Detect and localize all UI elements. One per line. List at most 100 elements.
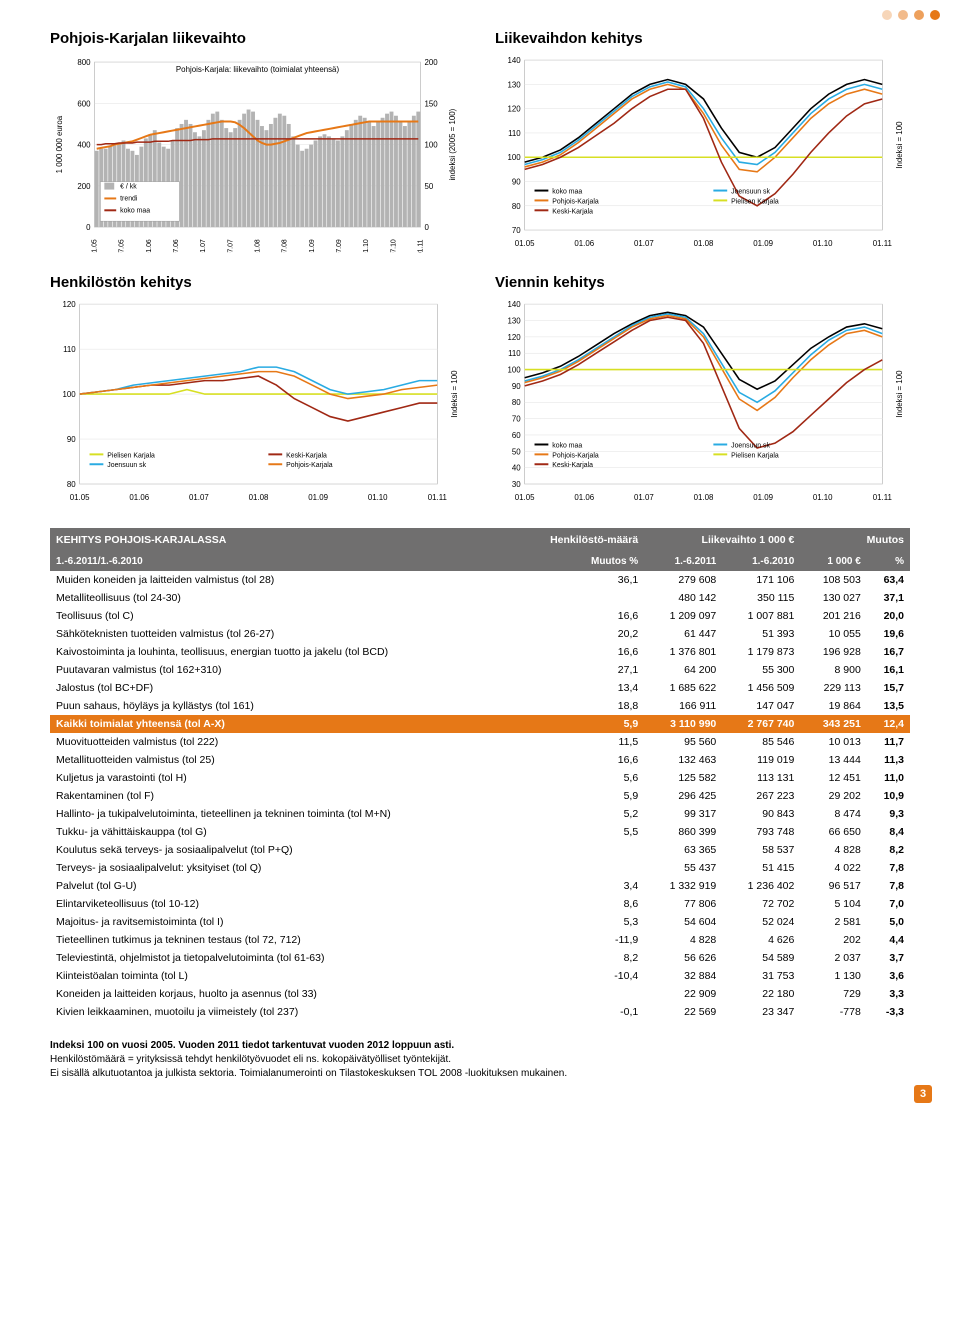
- svg-text:01.11: 01.11: [418, 239, 425, 253]
- note-1: Indeksi 100 on vuosi 2005. Vuoden 2011 t…: [50, 1040, 454, 1051]
- table-row: Kuljetus ja varastointi (tol H)5,6125 58…: [50, 769, 910, 787]
- chart4-svg: 3040506070809010011012013014001.0501.060…: [495, 297, 910, 507]
- chart-liikevaihto: Pohjois-Karjalan liikevaihto 02004006008…: [50, 30, 465, 256]
- charts-row-2: Henkilöstön kehitys 809010011012001.0501…: [50, 274, 910, 510]
- svg-text:01.09: 01.09: [753, 239, 773, 248]
- svg-text:Joensuun sk: Joensuun sk: [107, 462, 146, 469]
- svg-text:Pohjois-Karjala: Pohjois-Karjala: [552, 198, 599, 205]
- decorative-dots: [882, 10, 940, 20]
- svg-text:0: 0: [424, 223, 429, 232]
- svg-text:90: 90: [512, 382, 521, 391]
- svg-text:01.05: 01.05: [91, 239, 98, 253]
- table-row: Televiestintä, ohjelmistot ja tietopalve…: [50, 949, 910, 967]
- svg-text:100: 100: [424, 141, 438, 150]
- chart1-svg: 0200400600800050100150200Pohjois-Karjala…: [50, 53, 465, 253]
- chart3-svg: 809010011012001.0501.0601.0701.0801.0901…: [50, 297, 465, 507]
- svg-text:Joensuun sk: Joensuun sk: [731, 189, 770, 196]
- svg-text:01.11: 01.11: [873, 239, 892, 248]
- svg-text:01.06: 01.06: [146, 239, 153, 253]
- svg-text:01.10: 01.10: [813, 493, 833, 502]
- svg-text:07.05: 07.05: [119, 239, 126, 253]
- svg-text:Indeksi = 100: Indeksi = 100: [895, 121, 904, 169]
- svg-text:40: 40: [512, 464, 521, 473]
- svg-text:30: 30: [512, 480, 521, 489]
- svg-text:Pohjois-Karjala: liikevaihto (: Pohjois-Karjala: liikevaihto (toimialat …: [176, 65, 340, 74]
- svg-text:01.07: 01.07: [200, 239, 207, 253]
- svg-text:130: 130: [508, 316, 522, 325]
- th-period: 1.-6.2011/1.-6.2010: [50, 552, 511, 571]
- table-row: Jalostus (tol BC+DF)13,41 685 6221 456 5…: [50, 679, 910, 697]
- svg-text:01.07: 01.07: [189, 493, 209, 502]
- svg-text:01.09: 01.09: [309, 239, 316, 253]
- chart-viennin: Viennin kehitys 304050607080901001101201…: [495, 274, 910, 510]
- table-row: Kivien leikkaaminen, muotoilu ja viimeis…: [50, 1003, 910, 1021]
- chart-liikevaihdon-kehitys: Liikevaihdon kehitys 7080901001101201301…: [495, 30, 910, 256]
- svg-text:90: 90: [67, 435, 76, 444]
- th-muutos-pct: Muutos %: [511, 552, 644, 571]
- kehitys-table: KEHITYS POHJOIS-KARJALASSA Henkilöstö-mä…: [50, 528, 910, 1021]
- svg-text:600: 600: [77, 99, 91, 108]
- svg-text:50: 50: [424, 182, 433, 191]
- svg-text:01.08: 01.08: [254, 239, 261, 253]
- svg-text:Pielisen Karjala: Pielisen Karjala: [731, 452, 779, 459]
- table-row: Rakentaminen (tol F)5,9296 425267 22329 …: [50, 787, 910, 805]
- svg-text:01.07: 01.07: [634, 239, 654, 248]
- table-row: Puun sahaus, höyläys ja kyllästys (tol 1…: [50, 697, 910, 715]
- svg-text:01.06: 01.06: [574, 239, 594, 248]
- svg-text:120: 120: [508, 105, 522, 114]
- table-row: Muovituotteiden valmistus (tol 222)11,59…: [50, 733, 910, 751]
- table-row: Metallituotteiden valmistus (tol 25)16,6…: [50, 751, 910, 769]
- svg-text:Pohjois-Karjala: Pohjois-Karjala: [552, 452, 599, 459]
- table-row: Tieteellinen tutkimus ja tekninen testau…: [50, 931, 910, 949]
- svg-text:140: 140: [508, 56, 522, 65]
- svg-text:01.08: 01.08: [694, 493, 714, 502]
- svg-text:140: 140: [508, 300, 522, 309]
- svg-text:50: 50: [512, 447, 521, 456]
- svg-text:60: 60: [512, 431, 521, 440]
- svg-text:01.10: 01.10: [813, 239, 833, 248]
- chart1-title: Pohjois-Karjalan liikevaihto: [50, 30, 465, 47]
- svg-text:150: 150: [424, 99, 438, 108]
- table-row: Puutavaran valmistus (tol 162+310)27,164…: [50, 661, 910, 679]
- svg-text:400: 400: [77, 141, 91, 150]
- svg-text:Joensuun sk: Joensuun sk: [731, 442, 770, 449]
- table-row: Majoitus- ja ravitsemistoiminta (tol I)5…: [50, 913, 910, 931]
- th-2010: 1.-6.2010: [722, 552, 800, 571]
- svg-text:07.07: 07.07: [227, 239, 234, 253]
- svg-text:07.06: 07.06: [173, 239, 180, 253]
- svg-text:01.05: 01.05: [70, 493, 90, 502]
- svg-text:100: 100: [63, 390, 77, 399]
- table-row: Hallinto- ja tukipalvelutoiminta, tietee…: [50, 805, 910, 823]
- page-number: 3: [914, 1085, 932, 1103]
- th-muutos: Muutos: [800, 528, 910, 552]
- svg-text:100: 100: [508, 366, 522, 375]
- svg-text:Indeksi = 100: Indeksi = 100: [450, 370, 459, 418]
- table-row: Terveys- ja sosiaalipalvelut: yksityiset…: [50, 859, 910, 877]
- charts-row-1: Pohjois-Karjalan liikevaihto 0 200 400 600 8…: [50, 30, 910, 256]
- svg-text:90: 90: [512, 177, 521, 186]
- table-row: Muiden koneiden ja laitteiden valmistus …: [50, 571, 910, 589]
- svg-text:Pohjois-Karjala: Pohjois-Karjala: [286, 462, 333, 469]
- footnotes: Indeksi 100 on vuosi 2005. Vuoden 2011 t…: [50, 1039, 910, 1081]
- svg-text:70: 70: [512, 226, 521, 235]
- svg-text:01.06: 01.06: [574, 493, 594, 502]
- svg-text:Keski-Karjala: Keski-Karjala: [552, 208, 593, 215]
- svg-text:01.10: 01.10: [368, 493, 388, 502]
- svg-text:200: 200: [424, 58, 438, 67]
- svg-text:80: 80: [67, 480, 76, 489]
- svg-text:01.11: 01.11: [873, 493, 892, 502]
- svg-text:01.08: 01.08: [694, 239, 714, 248]
- table-row: Teollisuus (tol C)16,61 209 0971 007 881…: [50, 607, 910, 625]
- svg-text:80: 80: [512, 202, 521, 211]
- svg-text:200: 200: [77, 182, 91, 191]
- svg-text:koko maa: koko maa: [120, 207, 150, 214]
- svg-text:trendi: trendi: [120, 195, 138, 202]
- th-pct: %: [867, 552, 910, 571]
- svg-text:01.08: 01.08: [249, 493, 269, 502]
- svg-text:120: 120: [63, 300, 77, 309]
- svg-text:110: 110: [508, 129, 521, 138]
- svg-text:1 000 000 euroa: 1 000 000 euroa: [55, 115, 64, 173]
- note-2: Henkilöstömäärä = yrityksissä tehdyt hen…: [50, 1053, 910, 1067]
- svg-text:01.09: 01.09: [753, 493, 773, 502]
- table-row: Palvelut (tol G-U)3,41 332 9191 236 4029…: [50, 877, 910, 895]
